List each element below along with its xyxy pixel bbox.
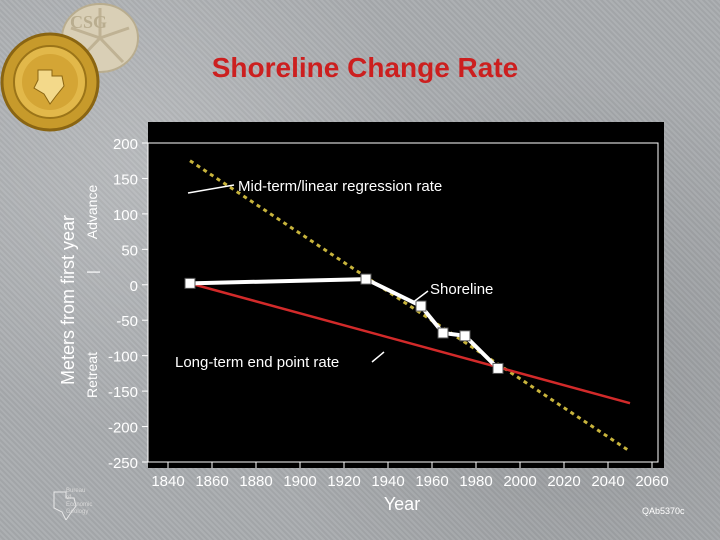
x-axis-label: Year bbox=[384, 494, 420, 514]
y-tick-label: -100 bbox=[108, 349, 138, 366]
shoreline-point bbox=[459, 330, 471, 342]
beg-org-name: Bureau of Economic Geology bbox=[66, 488, 92, 516]
x-tick-label: 1840 bbox=[151, 473, 184, 490]
annotation-label: Long-term end point rate bbox=[175, 354, 339, 371]
plot-area bbox=[147, 142, 659, 463]
y-tick-label: 100 bbox=[113, 207, 138, 224]
x-tick-label: 1900 bbox=[283, 473, 316, 490]
shoreline-point bbox=[492, 362, 504, 374]
y-tick-label: -250 bbox=[108, 455, 138, 472]
annotation-leader bbox=[411, 290, 429, 304]
y-tick-label: 50 bbox=[121, 242, 138, 259]
y-tick-label: -200 bbox=[108, 420, 138, 437]
x-tick-label: 1940 bbox=[371, 473, 404, 490]
org-line-1: Bureau bbox=[66, 488, 86, 494]
annotation-label: Shoreline bbox=[430, 281, 493, 298]
y-tick-label: -50 bbox=[116, 313, 138, 330]
x-tick-label: 1980 bbox=[459, 473, 492, 490]
seal-letters: CSG bbox=[70, 12, 108, 32]
x-tick-label: 1960 bbox=[415, 473, 448, 490]
y-tick-label: -150 bbox=[108, 384, 138, 401]
y-tick-label: 200 bbox=[113, 136, 138, 153]
x-tick-label: 1860 bbox=[195, 473, 228, 490]
shoreline-point bbox=[437, 327, 449, 339]
y-tick-label: 0 bbox=[130, 278, 138, 295]
y-tick-label: 150 bbox=[113, 171, 138, 188]
org-line-3: Economic bbox=[66, 502, 93, 508]
y-side-label-separator: | bbox=[84, 270, 100, 274]
annotation-leader bbox=[187, 184, 235, 194]
y-side-label-retreat: Retreat bbox=[84, 352, 100, 398]
y-side-label-advance: Advance bbox=[84, 185, 100, 240]
annotation-leader bbox=[371, 351, 385, 363]
slide-title: Shoreline Change Rate bbox=[211, 52, 519, 83]
reference-code: QAb5370c bbox=[642, 506, 685, 516]
y-axis-label: Meters from first year bbox=[58, 215, 78, 385]
shoreline-point bbox=[360, 273, 372, 285]
plot-background bbox=[148, 122, 664, 468]
x-tick-label: 2000 bbox=[503, 473, 536, 490]
annotation-label: Mid-term/linear regression rate bbox=[238, 178, 442, 195]
beg-texas-logo bbox=[53, 491, 77, 520]
org-line-4: Geology bbox=[66, 509, 89, 515]
org-line-2: of bbox=[66, 495, 72, 501]
x-tick-label: 1920 bbox=[327, 473, 360, 490]
x-tick-label: 2060 bbox=[635, 473, 668, 490]
bureau-seal-graphic bbox=[0, 32, 100, 132]
shoreline-point bbox=[415, 300, 427, 312]
x-tick-label: 2040 bbox=[591, 473, 624, 490]
shoreline-point bbox=[184, 277, 196, 289]
x-tick-label: 2020 bbox=[547, 473, 580, 490]
x-tick-label: 1880 bbox=[239, 473, 272, 490]
series-line-2 bbox=[189, 282, 631, 405]
